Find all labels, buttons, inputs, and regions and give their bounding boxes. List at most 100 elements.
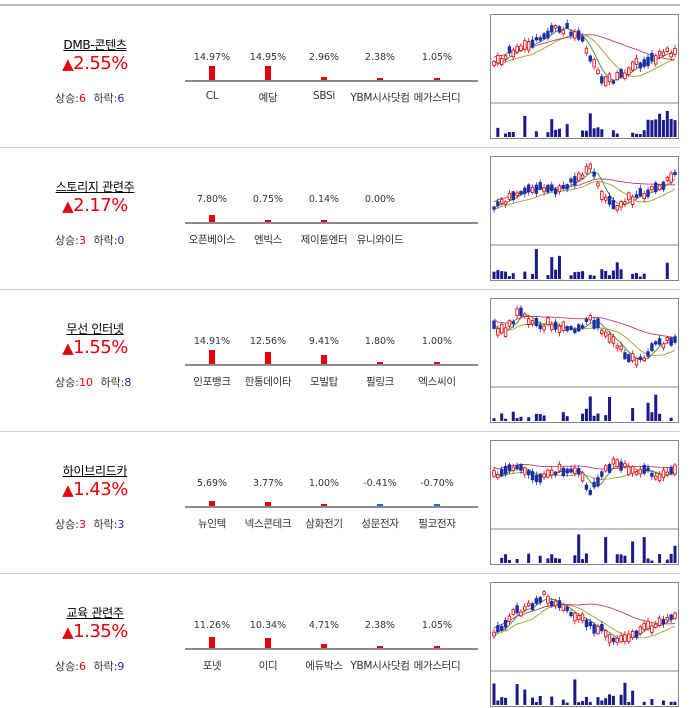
stock-name-link[interactable]: 예당 xyxy=(258,92,278,104)
stock-name-link[interactable]: 인포뱅크 xyxy=(193,376,231,388)
up-label: 상승: xyxy=(55,518,79,531)
theme-name-link[interactable]: 하이브리드카 xyxy=(62,464,128,478)
theme-candlestick-chart[interactable] xyxy=(490,156,679,281)
theme-candlestick-chart[interactable] xyxy=(490,440,679,565)
volume-bar xyxy=(546,132,550,137)
stock-name-link[interactable]: SBSi xyxy=(312,90,336,102)
candle-body xyxy=(650,472,654,477)
candle-body xyxy=(538,182,542,190)
stock-name-link[interactable]: 뉴인텍 xyxy=(197,518,227,530)
volume-bar xyxy=(673,120,677,137)
volume-bar xyxy=(669,553,673,563)
candle-body xyxy=(669,53,673,58)
stock-change-percent: 5.69% xyxy=(196,478,228,489)
theme-candlestick-chart[interactable] xyxy=(490,14,679,139)
stock-name-link[interactable]: 포넷 xyxy=(202,660,222,672)
candle-body xyxy=(580,325,585,329)
stock-name-link[interactable]: 오픈베이스 xyxy=(188,234,236,246)
candle-body xyxy=(573,328,577,334)
volume-bar xyxy=(619,269,623,279)
stock-name-link[interactable]: 이디 xyxy=(258,660,278,672)
volume-bar xyxy=(577,271,581,279)
theme-name-link[interactable]: 무선 인터넷 xyxy=(66,322,124,336)
stock-name-link[interactable]: 메가스터디 xyxy=(413,660,461,672)
candle-body xyxy=(584,47,589,54)
stock-name-link[interactable]: 한통데이타 xyxy=(244,376,292,388)
candle-body xyxy=(669,172,673,183)
volume-bar xyxy=(654,394,658,421)
theme-candlestick-chart[interactable] xyxy=(490,582,679,707)
stock-name-link[interactable]: 에듀박스 xyxy=(305,660,343,672)
candle-body xyxy=(561,467,566,477)
down-label: 하락: xyxy=(100,376,125,389)
stock-name-link[interactable]: 필코전자 xyxy=(418,518,456,530)
bar-baseline xyxy=(185,506,478,508)
stock-name-link[interactable]: 엔빅스 xyxy=(253,234,283,246)
volume-bar xyxy=(538,555,542,563)
candle-body xyxy=(592,624,596,634)
volume-bar xyxy=(504,418,508,421)
candle-body xyxy=(565,22,569,29)
theme-name-link[interactable]: 스토리지 관련주 xyxy=(55,180,135,194)
candle-body xyxy=(569,468,573,473)
stock-change-percent: 1.00% xyxy=(308,478,340,489)
theme-candlestick-chart[interactable] xyxy=(490,298,679,423)
stock-name-link[interactable]: 필링크 xyxy=(365,376,395,388)
stock-change-percent: 0.00% xyxy=(364,194,396,205)
theme-row: 무선 인터넷 ▲1.55% 상승:10 하락:8 14.91% 인포뱅크 12.5… xyxy=(0,292,680,432)
candle-body xyxy=(523,606,527,611)
stock-name-link[interactable]: 유니와이드 xyxy=(356,234,404,246)
theme-name-link[interactable]: DMB-콘텐츠 xyxy=(63,38,127,52)
volume-bar xyxy=(557,128,561,137)
candle-body xyxy=(534,598,539,604)
candle-body xyxy=(569,326,573,331)
candle-body xyxy=(526,318,531,325)
candle-body xyxy=(553,321,558,330)
candle-body xyxy=(623,72,627,80)
up-label: 상승: xyxy=(55,376,79,389)
volume-bar xyxy=(608,275,612,279)
volume-bar xyxy=(538,695,542,705)
theme-rate-value: 2.55% xyxy=(73,53,128,74)
stock-name-link[interactable]: 제이튠엔터 xyxy=(300,234,348,246)
volume-bar xyxy=(542,415,546,421)
candle-body xyxy=(538,597,542,603)
stock-change-bar xyxy=(434,646,440,648)
stock-name-link[interactable]: 메가스터디 xyxy=(413,92,461,104)
candle-body xyxy=(619,345,623,350)
volume-bar xyxy=(665,110,669,137)
candle-body xyxy=(607,73,612,83)
down-count: 3 xyxy=(117,518,125,531)
stock-name-link[interactable]: 넥스콘테크 xyxy=(244,518,292,530)
volume-bar xyxy=(661,700,665,705)
theme-name-link[interactable]: 교육 관련주 xyxy=(66,606,124,620)
stock-name-link[interactable]: YBM시사닷컴 xyxy=(350,660,410,672)
volume-bar xyxy=(615,262,619,279)
stock-name-link[interactable]: 성문전자 xyxy=(361,518,399,530)
stock-change-percent: 12.56% xyxy=(249,336,287,347)
volume-bar xyxy=(534,249,538,279)
candle-body xyxy=(538,324,542,329)
candle-body xyxy=(580,472,585,482)
stock-change-bar xyxy=(434,78,440,80)
volume-bar xyxy=(504,554,508,563)
candle-body xyxy=(523,187,527,194)
stock-name-link[interactable]: 엑스씨이 xyxy=(418,376,456,388)
stock-name-link[interactable]: 모빌탑 xyxy=(309,376,339,388)
volume-bar xyxy=(619,694,623,705)
theme-row: 교육 관련주 ▲1.35% 상승:6 하락:9 11.26% 포넷 10.34% … xyxy=(0,576,680,708)
candle-body xyxy=(650,625,654,633)
stock-name-link[interactable]: 삼화전기 xyxy=(305,518,343,530)
candle-body xyxy=(526,602,531,607)
volume-bar xyxy=(500,271,504,279)
stock-name-link[interactable]: CL xyxy=(205,90,219,102)
stock-name-link[interactable]: YBM시사닷컴 xyxy=(350,92,410,104)
candle-body xyxy=(654,341,658,345)
row-divider xyxy=(0,573,680,574)
volume-bar xyxy=(592,415,596,421)
candle-body xyxy=(588,55,592,62)
candle-body xyxy=(630,630,635,638)
stock-change-bar xyxy=(321,220,327,222)
volume-bar xyxy=(496,700,500,705)
candle-body xyxy=(657,184,662,191)
